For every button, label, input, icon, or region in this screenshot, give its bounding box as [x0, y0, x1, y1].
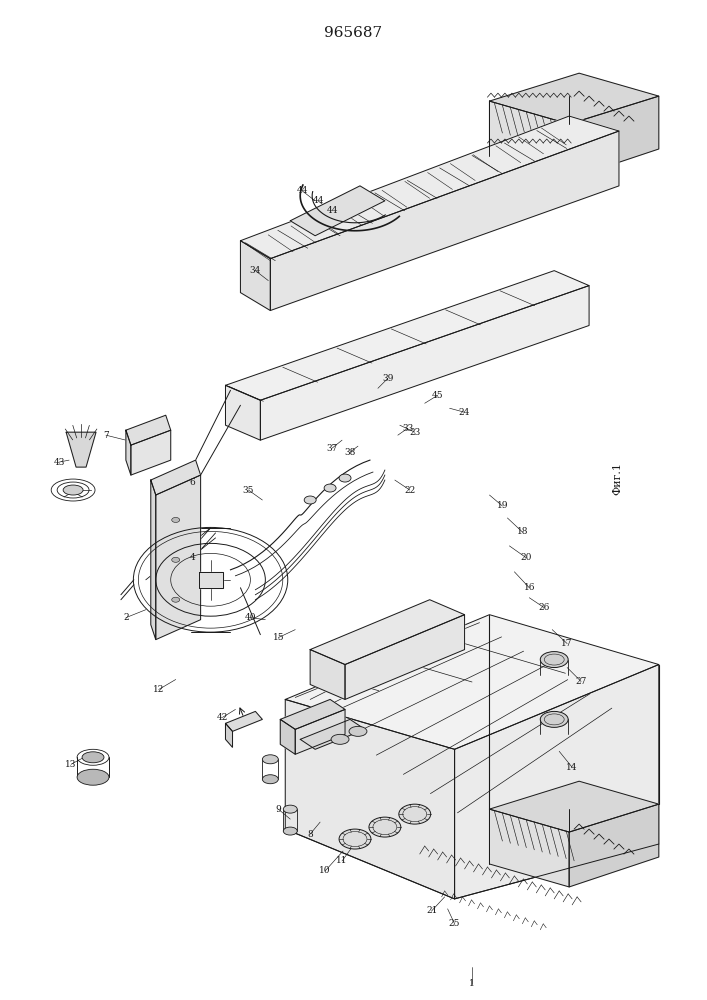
Polygon shape	[240, 241, 270, 311]
Ellipse shape	[540, 652, 568, 668]
Polygon shape	[151, 460, 201, 495]
Text: 45: 45	[432, 391, 443, 400]
Text: 8: 8	[308, 830, 313, 839]
Polygon shape	[345, 615, 464, 699]
Ellipse shape	[324, 484, 336, 492]
Ellipse shape	[63, 485, 83, 495]
Text: 44: 44	[312, 196, 324, 205]
Polygon shape	[569, 804, 659, 887]
Text: 12: 12	[153, 685, 165, 694]
Polygon shape	[489, 101, 569, 179]
Polygon shape	[226, 385, 260, 440]
Polygon shape	[280, 719, 296, 754]
Text: 17: 17	[561, 639, 573, 648]
Polygon shape	[226, 271, 589, 400]
Polygon shape	[300, 719, 365, 749]
Text: 10: 10	[320, 866, 331, 875]
Polygon shape	[310, 600, 464, 665]
Text: 23: 23	[409, 428, 421, 437]
Polygon shape	[151, 480, 156, 640]
Text: 33: 33	[402, 424, 414, 433]
Text: 14: 14	[566, 763, 578, 772]
Polygon shape	[285, 699, 455, 899]
Text: 26: 26	[539, 603, 550, 612]
Text: 40: 40	[245, 613, 256, 622]
Text: 37: 37	[327, 444, 338, 453]
Text: 25: 25	[449, 919, 460, 928]
Text: 2: 2	[123, 613, 129, 622]
Text: 22: 22	[404, 486, 416, 495]
Text: 39: 39	[382, 374, 394, 383]
Polygon shape	[310, 650, 345, 699]
Ellipse shape	[262, 755, 279, 764]
Text: 20: 20	[520, 553, 532, 562]
Polygon shape	[285, 615, 659, 749]
Text: 9: 9	[276, 805, 281, 814]
Text: 24: 24	[459, 408, 470, 417]
Polygon shape	[126, 430, 131, 475]
Ellipse shape	[172, 517, 180, 522]
Polygon shape	[66, 432, 96, 467]
Text: 35: 35	[243, 486, 254, 495]
Text: 42: 42	[217, 713, 228, 722]
Polygon shape	[156, 475, 201, 640]
Polygon shape	[199, 572, 223, 588]
Text: 44: 44	[296, 186, 308, 195]
Ellipse shape	[262, 775, 279, 784]
Text: 21: 21	[426, 906, 438, 915]
Ellipse shape	[77, 769, 109, 785]
Polygon shape	[226, 711, 262, 731]
Text: 44: 44	[327, 206, 338, 215]
Polygon shape	[569, 96, 659, 179]
Ellipse shape	[331, 734, 349, 744]
Polygon shape	[131, 430, 170, 475]
Text: Фиг.1: Фиг.1	[612, 462, 622, 495]
Ellipse shape	[369, 817, 401, 837]
Text: 43: 43	[54, 458, 65, 467]
Polygon shape	[455, 665, 659, 899]
Ellipse shape	[399, 804, 431, 824]
Text: 16: 16	[524, 583, 535, 592]
Text: 15: 15	[272, 633, 284, 642]
Polygon shape	[240, 116, 619, 259]
Text: 7: 7	[103, 431, 109, 440]
Polygon shape	[489, 73, 659, 124]
Ellipse shape	[172, 597, 180, 602]
Ellipse shape	[172, 557, 180, 562]
Ellipse shape	[304, 496, 316, 504]
Ellipse shape	[91, 755, 101, 760]
Text: 13: 13	[66, 760, 77, 769]
Polygon shape	[296, 709, 345, 754]
Ellipse shape	[284, 827, 297, 835]
Text: 27: 27	[575, 677, 587, 686]
Polygon shape	[226, 723, 233, 747]
Ellipse shape	[284, 805, 297, 813]
Text: 11: 11	[337, 856, 348, 865]
Polygon shape	[489, 781, 659, 832]
Text: 4: 4	[189, 553, 196, 562]
Ellipse shape	[349, 726, 367, 736]
Ellipse shape	[339, 829, 371, 849]
Ellipse shape	[540, 711, 568, 727]
Ellipse shape	[82, 752, 104, 763]
Text: 34: 34	[250, 266, 261, 275]
Text: 965687: 965687	[324, 26, 382, 40]
Ellipse shape	[339, 474, 351, 482]
Polygon shape	[489, 809, 569, 887]
Polygon shape	[280, 699, 345, 729]
Polygon shape	[270, 131, 619, 311]
Text: 1: 1	[469, 979, 474, 988]
Text: 6: 6	[189, 478, 196, 487]
Text: 38: 38	[344, 448, 356, 457]
Text: 19: 19	[496, 501, 508, 510]
Polygon shape	[260, 286, 589, 440]
Polygon shape	[291, 186, 385, 236]
Ellipse shape	[93, 756, 99, 759]
Polygon shape	[126, 415, 170, 445]
Text: 18: 18	[517, 527, 528, 536]
